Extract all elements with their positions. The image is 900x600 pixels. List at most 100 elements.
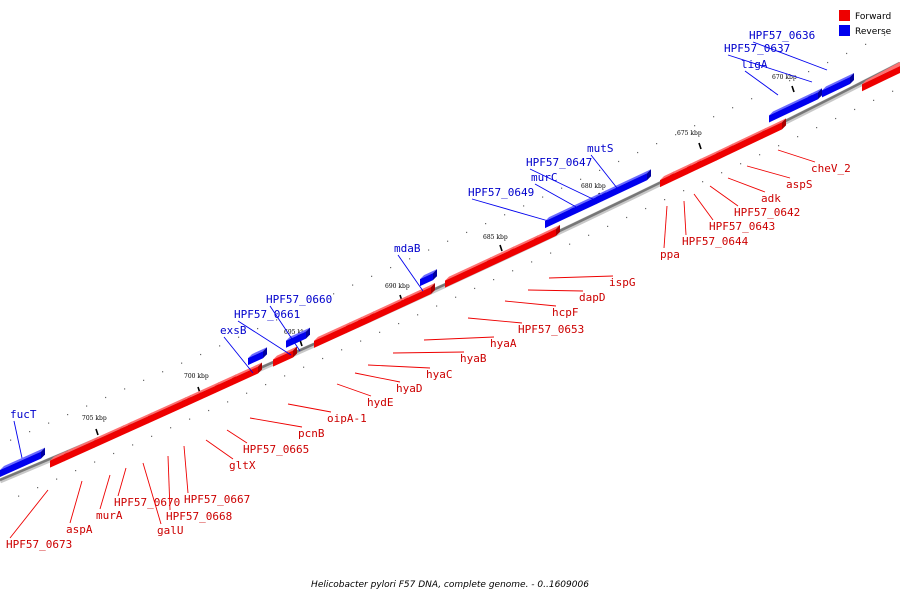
scale-dot [778, 145, 780, 147]
scale-dot [835, 117, 837, 120]
scale-dot [333, 293, 335, 295]
genome-caption: Helicobacter pylori F57 DNA, complete ge… [311, 580, 589, 590]
gene-leader-line [534, 183, 579, 209]
gene-hyab[interactable]: hyaB [370, 295, 487, 365]
gene-asps[interactable]: aspS [729, 127, 813, 191]
scale-dot [132, 444, 134, 446]
gene-top-face [445, 257, 491, 281]
gene-hpf57-0653[interactable]: HPF57_0653 [445, 257, 584, 336]
gene-mdab[interactable]: mdaB [394, 242, 437, 292]
gene-front-face [687, 162, 697, 175]
gene-leader-line [744, 70, 779, 96]
gene-adk[interactable]: adk [716, 143, 781, 205]
gene-aspa[interactable]: aspA [64, 436, 98, 536]
gene-top-face [370, 295, 408, 316]
gene-muts[interactable]: mutS [587, 142, 651, 202]
scale-dot [656, 143, 658, 145]
gene-leader-line [746, 165, 791, 179]
gene-label: hyaD [396, 382, 423, 395]
gene-label: murC [531, 171, 558, 184]
gene-label: gltX [229, 459, 256, 472]
scale-dot [341, 349, 343, 351]
gene-hyde[interactable]: hydE [314, 322, 394, 409]
gene-hpf57-0660[interactable]: HPF57_0660 [266, 293, 332, 352]
legend-swatch-reverse [839, 25, 850, 36]
gene-leader-line [467, 317, 523, 324]
gene-liga[interactable]: ligA [741, 58, 812, 123]
gene-front-face [128, 416, 148, 433]
legend-label-reverse: Reverse [855, 27, 892, 37]
gene-side-face [306, 327, 310, 339]
scale-dot [523, 205, 525, 207]
gene-leader-line [392, 351, 465, 354]
gene-hyad[interactable]: hyaD [346, 316, 423, 395]
gene-label: hyaB [460, 352, 487, 365]
scale-dot [417, 314, 419, 316]
gene-hpf57-0649[interactable]: HPF57_0649 [468, 186, 574, 229]
gene-leader-line [397, 254, 424, 292]
gene-hpf57-0647[interactable]: HPF57_0647 [526, 156, 606, 205]
gene-hpf57-0665[interactable]: HPF57_0665 [215, 374, 309, 456]
gene-chev-2[interactable]: cheV_2 [762, 118, 851, 175]
gene-fuct[interactable]: fucT [0, 408, 45, 477]
gene-exsb[interactable]: exsB [220, 324, 267, 374]
scale-dot [447, 240, 449, 242]
gene-galu[interactable]: galU [128, 412, 184, 537]
gene-top-face [697, 149, 720, 163]
gene-pcnb[interactable]: pcnB [232, 362, 325, 440]
gene-oipa-1[interactable]: oipA-1 [273, 346, 367, 425]
gene-top-face [762, 118, 786, 132]
scale-dot [713, 116, 715, 118]
gene-front-face [64, 440, 94, 462]
gene-front-face [729, 131, 762, 155]
scale-dot [436, 305, 438, 307]
gene-leader-line [205, 439, 234, 460]
gene-hpf57-0667[interactable]: HPF57_0667 [182, 394, 250, 506]
gene-hcpf[interactable]: hcpF [487, 246, 579, 319]
scale-dot [238, 336, 240, 338]
gene-leader-line [752, 41, 828, 71]
gene-hyaa[interactable]: hyaA [404, 283, 517, 350]
gene-hyac[interactable]: hyaC [358, 311, 453, 381]
gene-label: oipA-1 [327, 412, 367, 425]
scale-dot [29, 431, 31, 433]
gene-gltx[interactable]: gltX [187, 382, 256, 472]
gene-unlabeled[interactable] [862, 62, 900, 92]
gene-side-face [431, 283, 435, 295]
scale-dot [808, 71, 810, 73]
scale-dot [181, 362, 183, 364]
gene-hpf57-0673[interactable]: HPF57_0673 [6, 450, 72, 551]
gene-label: hyaA [490, 337, 517, 350]
gene-front-face [697, 153, 716, 170]
gene-top-face [570, 193, 600, 210]
gene-side-face [293, 346, 297, 358]
gene-ispg[interactable]: ispG [534, 224, 636, 289]
scale-dot [580, 178, 582, 180]
scale-dot [702, 181, 704, 183]
gene-dapd[interactable]: dapD [510, 235, 606, 304]
gene-hpf57-0670[interactable]: HPF57_0670 [114, 421, 180, 509]
scale-dot [645, 207, 647, 210]
gene-hpf57-0637[interactable]: HPF57_0637 [724, 42, 822, 105]
gene-hpf57-0642[interactable]: HPF57_0642 [697, 149, 800, 219]
backbone-shadow [0, 61, 900, 484]
tick-label: 675 kbp [677, 130, 702, 137]
scale-dot [854, 108, 856, 111]
scale-dot [143, 379, 145, 381]
gene-murc[interactable]: murC [531, 171, 600, 217]
gene-label: HPF57_0642 [734, 206, 800, 219]
gene-top-face [314, 322, 350, 341]
tick-mark [791, 85, 795, 93]
gene-leader-line [287, 403, 332, 413]
tick-label: 680 kbp [581, 183, 606, 190]
gene-hpf57-0668[interactable]: HPF57_0668 [148, 397, 232, 523]
gene-ppa[interactable]: ppa [660, 171, 680, 261]
gene-front-face [510, 239, 534, 258]
scale-dot [398, 322, 400, 325]
gene-side-face [41, 447, 45, 459]
gene-front-face [534, 228, 556, 247]
gene-hpf57-0636[interactable]: HPF57_0636 [749, 29, 854, 98]
gene-label: hcpF [552, 306, 579, 319]
scale-dot [466, 231, 468, 234]
gene-hpf57-0644[interactable]: HPF57_0644 [670, 163, 749, 248]
